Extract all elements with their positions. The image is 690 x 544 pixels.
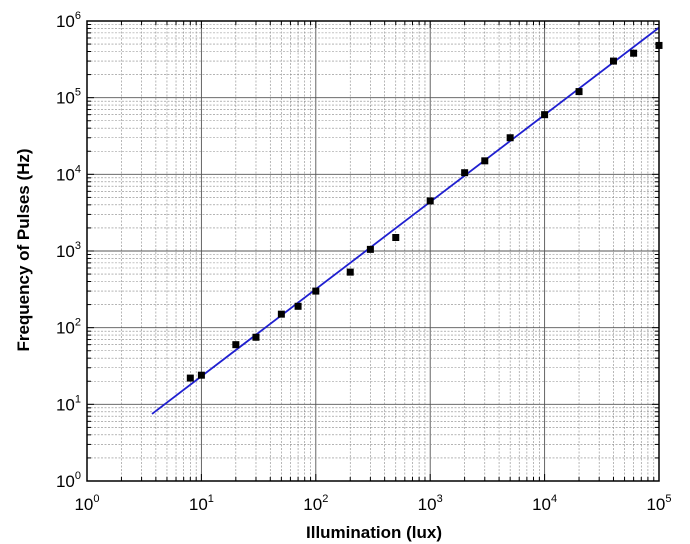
data-point — [392, 233, 400, 241]
plot-frame — [86, 20, 660, 482]
grid — [87, 21, 659, 481]
x-tick-label: 103 — [418, 493, 443, 514]
x-tick-label: 104 — [532, 493, 557, 514]
y-tick-labels: 100 101 102 103 104 105 106 — [56, 10, 81, 491]
x-axis-title: Illumination (lux) — [306, 523, 442, 542]
data-point — [186, 374, 194, 382]
fit-line — [151, 26, 660, 415]
y-tick-label: 101 — [56, 393, 81, 414]
x-tick-label: 100 — [74, 493, 99, 514]
data-point — [575, 88, 583, 96]
y-tick-label: 105 — [56, 87, 81, 108]
data-points — [186, 41, 663, 382]
data-point — [312, 287, 320, 295]
data-point — [346, 268, 354, 276]
data-point — [609, 57, 617, 65]
y-axis-title: Frequency of Pulses (Hz) — [14, 148, 33, 351]
y-tick-label: 104 — [56, 163, 81, 184]
y-tick-label: 102 — [56, 317, 81, 338]
data-point — [461, 169, 469, 177]
x-tick-label: 105 — [646, 493, 671, 514]
data-point — [232, 341, 240, 349]
x-tick-label: 102 — [303, 493, 328, 514]
fit-line-layer — [151, 26, 660, 415]
data-point — [294, 302, 302, 310]
data-point — [277, 310, 285, 318]
data-point — [481, 157, 489, 165]
y-tick-label: 106 — [56, 10, 81, 31]
x-tick-labels: 100 101 102 103 104 105 — [74, 493, 671, 514]
data-point — [506, 134, 514, 142]
y-tick-label: 103 — [56, 240, 81, 261]
data-point — [426, 197, 434, 205]
data-point — [366, 245, 374, 253]
data-point — [252, 333, 260, 341]
data-point — [630, 49, 638, 57]
x-tick-label: 101 — [189, 493, 214, 514]
data-point — [541, 111, 549, 119]
data-point — [197, 371, 205, 379]
y-tick-label: 100 — [56, 470, 81, 491]
